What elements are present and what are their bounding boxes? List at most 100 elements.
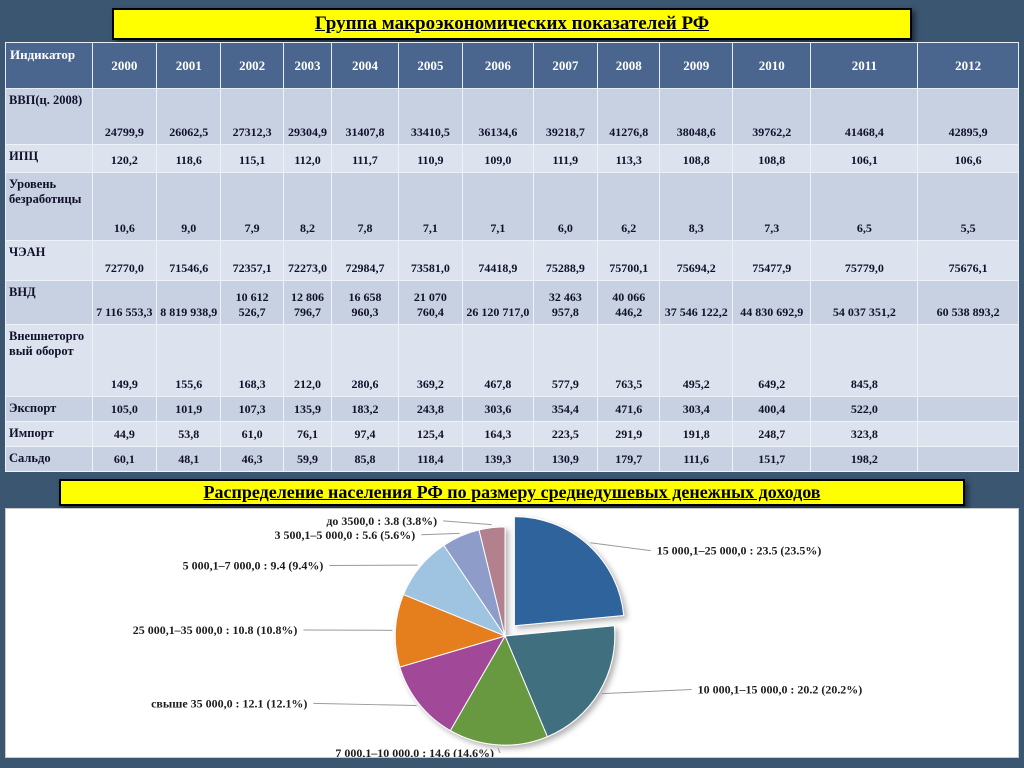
value-cell: 7 116 553,3	[91, 280, 158, 325]
pie-leader-line-2	[497, 747, 501, 754]
table-body: ВВП(ц. 2008) 24799,9 26062,5 27312,3 29304,9…	[5, 88, 1019, 472]
value-cell: 39762,2	[731, 88, 812, 145]
value-cell: 75700,1	[597, 240, 661, 281]
value-cell: 118,6	[156, 144, 222, 173]
value-cell: 110,9	[397, 144, 464, 173]
value-cell: 72770,0	[91, 240, 158, 281]
value-cell: 845,8	[810, 324, 919, 397]
value-cell: 75676,1	[917, 240, 1019, 281]
value-cell: 111,6	[659, 446, 733, 472]
indicator-label: Импорт	[5, 421, 93, 447]
value-cell: 71546,6	[156, 240, 222, 281]
pie-slices-group	[394, 516, 625, 746]
value-cell: 763,5	[597, 324, 661, 397]
pie-slice-label-3: свыше 35 000,0 : 12.1 (12.1%)	[151, 696, 307, 710]
value-cell: 369,2	[397, 324, 464, 397]
pie-leader-line-0	[590, 542, 651, 552]
value-cell: 36134,6	[462, 88, 534, 145]
value-cell: 6,2	[597, 172, 661, 241]
pie-slice-4	[394, 593, 507, 668]
year-column-header: 2000	[91, 42, 158, 89]
value-cell: 59,9	[282, 446, 333, 472]
value-cell: 16 658 960,3	[331, 280, 399, 325]
table-row: Экспорт 105,0 101,9 107,3 135,9 183,2 243,8 303…	[5, 396, 1019, 422]
value-cell: 243,8	[397, 396, 464, 422]
table-title-banner: Группа макроэкономических показателей РФ	[112, 8, 912, 40]
value-cell: 198,2	[810, 446, 919, 472]
value-cell: 120,2	[91, 144, 158, 173]
value-cell	[917, 324, 1019, 397]
value-cell: 26062,5	[156, 88, 222, 145]
value-cell: 75288,9	[532, 240, 599, 281]
value-cell: 115,1	[220, 144, 284, 173]
value-cell: 48,1	[156, 446, 222, 472]
value-cell: 37 546 122,2	[659, 280, 733, 325]
value-cell: 179,7	[597, 446, 661, 472]
value-cell: 323,8	[810, 421, 919, 447]
value-cell: 130,9	[532, 446, 599, 472]
year-column-header: 2004	[331, 42, 399, 89]
value-cell: 40 066 446,2	[597, 280, 661, 325]
year-column-header: 2001	[156, 42, 222, 89]
pie-slice-label-1: 10 000,1–15 000,0 : 20.2 (20.2%)	[698, 683, 863, 697]
value-cell: 111,9	[532, 144, 599, 173]
table-header-row: Индикатор 2000 2001 2002 2003 2004 2005 2006 200…	[5, 42, 1019, 89]
table-row: ЧЭАН 72770,0 71546,6 72357,1 72273,0 72984,7 7…	[5, 240, 1019, 281]
value-cell: 125,4	[397, 421, 464, 447]
year-column-header: 2010	[731, 42, 812, 89]
value-cell: 72984,7	[331, 240, 399, 281]
indicator-label: Сальдо	[5, 446, 93, 472]
macro-indicators-table: Индикатор 2000 2001 2002 2003 2004 2005 2006 200…	[5, 42, 1019, 472]
value-cell: 26 120 717,0	[462, 280, 534, 325]
value-cell: 649,2	[731, 324, 812, 397]
pie-slice-label-5: 5 000,1–7 000,0 : 9.4 (9.4%)	[183, 559, 324, 573]
value-cell: 76,1	[282, 421, 333, 447]
chart-title-banner: Распределение населения РФ по размеру ср…	[59, 479, 965, 506]
indicator-label: ЧЭАН	[5, 240, 93, 281]
value-cell: 53,8	[156, 421, 222, 447]
value-cell: 60 538 893,2	[917, 280, 1019, 325]
value-cell: 85,8	[331, 446, 399, 472]
value-cell	[917, 446, 1019, 472]
value-cell: 44,9	[91, 421, 158, 447]
value-cell: 303,6	[462, 396, 534, 422]
year-column-header: 2006	[462, 42, 534, 89]
value-cell: 106,1	[810, 144, 919, 173]
table-row: Сальдо 60,1 48,1 46,3 59,9 85,8 118,4 139,3 130,…	[5, 446, 1019, 472]
value-cell: 12 806 796,7	[282, 280, 333, 325]
value-cell: 42895,9	[917, 88, 1019, 145]
year-column-header: 2009	[659, 42, 733, 89]
table-row: Уровень безработицы 10,6 9,0 7,9 8,2 7,8 7,1 7,…	[5, 172, 1019, 241]
pie-chart-area: 15 000,1–25 000,0 : 23.5 (23.5%) 10 000,1…	[5, 508, 1019, 758]
value-cell: 101,9	[156, 396, 222, 422]
value-cell: 495,2	[659, 324, 733, 397]
indicator-column-header: Индикатор	[5, 42, 93, 89]
value-cell: 354,4	[532, 396, 599, 422]
value-cell	[917, 421, 1019, 447]
value-cell: 29304,9	[282, 88, 333, 145]
value-cell: 149,9	[91, 324, 158, 397]
table-head: Индикатор 2000 2001 2002 2003 2004 2005 2006 200…	[5, 42, 1019, 89]
value-cell: 191,8	[659, 421, 733, 447]
value-cell: 112,0	[282, 144, 333, 173]
indicator-label: ВНД	[5, 280, 93, 325]
value-cell: 44 830 692,9	[731, 280, 812, 325]
value-cell: 471,6	[597, 396, 661, 422]
value-cell: 111,7	[331, 144, 399, 173]
value-cell: 577,9	[532, 324, 599, 397]
value-cell: 139,3	[462, 446, 534, 472]
value-cell: 212,0	[282, 324, 333, 397]
year-column-header: 2005	[397, 42, 464, 89]
value-cell: 75694,2	[659, 240, 733, 281]
pie-slice-1	[504, 625, 616, 738]
value-cell: 61,0	[220, 421, 284, 447]
pie-leader-line-3	[313, 702, 417, 707]
value-cell: 168,3	[220, 324, 284, 397]
pie-chart: 15 000,1–25 000,0 : 23.5 (23.5%) 10 000,1…	[133, 514, 863, 757]
value-cell: 46,3	[220, 446, 284, 472]
year-column-header: 2003	[282, 42, 333, 89]
table-row: Внешнеторговый оборот 149,9 155,6 168,3 212,…	[5, 324, 1019, 397]
value-cell: 72357,1	[220, 240, 284, 281]
value-cell: 31407,8	[331, 88, 399, 145]
pie-leader-line-1	[601, 689, 692, 695]
